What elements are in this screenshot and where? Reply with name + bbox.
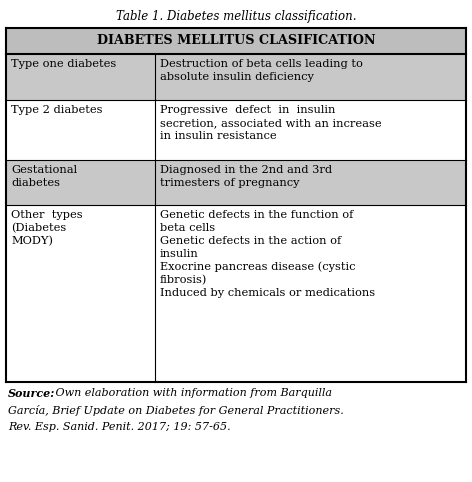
Text: Destruction of beta cells leading to: Destruction of beta cells leading to — [160, 59, 363, 69]
Text: absolute insulin deficiency: absolute insulin deficiency — [160, 72, 314, 82]
Text: Exocrine pancreas disease (cystic: Exocrine pancreas disease (cystic — [160, 262, 355, 272]
Text: Type one diabetes: Type one diabetes — [11, 59, 116, 69]
Text: Rev. Esp. Sanid. Penit. 2017; 19: 57-65.: Rev. Esp. Sanid. Penit. 2017; 19: 57-65. — [8, 422, 231, 432]
Text: Other  types: Other types — [11, 210, 83, 220]
Text: trimesters of pregnancy: trimesters of pregnancy — [160, 178, 300, 188]
Text: MODY): MODY) — [11, 236, 53, 246]
Text: diabetes: diabetes — [11, 178, 60, 188]
Text: (Diabetes: (Diabetes — [11, 223, 66, 233]
Text: Induced by chemicals or medications: Induced by chemicals or medications — [160, 288, 375, 298]
Bar — [6, 54, 466, 100]
Text: fibrosis): fibrosis) — [160, 275, 207, 285]
Text: in insulin resistance: in insulin resistance — [160, 131, 277, 141]
Bar — [6, 28, 466, 54]
Text: Genetic defects in the action of: Genetic defects in the action of — [160, 236, 341, 246]
Text: DIABETES MELLITUS CLASIFICATION: DIABETES MELLITUS CLASIFICATION — [97, 35, 375, 48]
Text: insulin: insulin — [160, 249, 199, 259]
Bar — [6, 205, 466, 382]
Bar — [6, 161, 466, 205]
Text: beta cells: beta cells — [160, 223, 215, 233]
Bar — [6, 100, 466, 161]
Text: Genetic defects in the function of: Genetic defects in the function of — [160, 210, 354, 220]
Text: Diagnosed in the 2nd and 3rd: Diagnosed in the 2nd and 3rd — [160, 165, 332, 175]
Text: Type 2 diabetes: Type 2 diabetes — [11, 105, 102, 115]
Text: Gestational: Gestational — [11, 165, 77, 175]
Text: secretion, associated with an increase: secretion, associated with an increase — [160, 118, 382, 128]
Text: Progressive  defect  in  insulin: Progressive defect in insulin — [160, 105, 336, 115]
Text: García, Brief Update on Diabetes for General Practitioners.: García, Brief Update on Diabetes for Gen… — [8, 405, 344, 416]
Text: Table 1. Diabetes mellitus classification.: Table 1. Diabetes mellitus classificatio… — [116, 10, 356, 23]
Text: Source:: Source: — [8, 388, 55, 399]
Text: Own elaboration with information from Barquilla: Own elaboration with information from Ba… — [52, 388, 332, 398]
